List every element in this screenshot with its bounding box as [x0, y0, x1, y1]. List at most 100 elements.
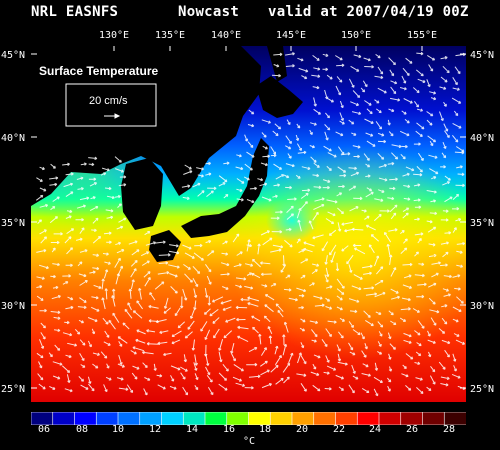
current-vector-arrow	[268, 335, 273, 345]
current-vector-arrow	[373, 376, 383, 383]
current-vector-arrow	[388, 57, 396, 66]
current-vector-arrow	[442, 209, 449, 213]
current-vector-arrow	[274, 355, 282, 366]
current-vector-arrow	[274, 123, 282, 130]
current-vector-arrow	[52, 361, 63, 366]
current-vector-arrow	[194, 385, 199, 391]
current-vector-arrow	[453, 110, 459, 117]
current-vector-arrow	[49, 182, 58, 187]
current-vector-arrow	[399, 130, 410, 137]
current-vector-arrow	[452, 353, 457, 362]
current-vector-arrow	[361, 373, 371, 377]
current-vector-arrow	[273, 163, 283, 170]
current-vector-arrow	[191, 339, 196, 351]
nowcast-label: Nowcast	[178, 4, 240, 20]
current-vector-arrow	[270, 153, 277, 158]
current-vector-arrow	[442, 65, 450, 74]
current-vector-arrow	[261, 132, 267, 138]
current-vector-arrow	[52, 262, 60, 267]
current-vector-arrow	[368, 244, 375, 254]
current-vector-arrow	[455, 183, 465, 188]
current-vector-arrow	[440, 218, 449, 222]
current-vector-arrow	[80, 162, 87, 166]
current-vector-arrow	[275, 210, 283, 214]
current-vector-arrow	[127, 302, 132, 311]
current-vector-arrow	[40, 322, 46, 329]
current-vector-arrow	[78, 319, 85, 324]
current-vector-arrow	[456, 165, 463, 169]
current-vector-arrow	[50, 163, 56, 169]
current-vector-arrow	[193, 362, 198, 371]
current-vector-arrow	[336, 63, 345, 68]
current-vector-arrow	[353, 196, 363, 201]
current-vector-arrow	[452, 87, 460, 91]
current-vector-arrow	[303, 241, 315, 247]
current-vector-arrow	[440, 241, 449, 245]
current-vector-arrow	[260, 162, 268, 167]
current-vector-arrow	[325, 328, 332, 338]
current-vector-arrow	[37, 219, 42, 224]
current-vector-arrow	[451, 97, 462, 104]
lon-label: 145°E	[275, 30, 307, 41]
current-vector-arrow	[146, 342, 159, 346]
current-vector-arrow	[142, 362, 148, 368]
current-vector-arrow	[106, 240, 112, 244]
current-vector-arrow	[313, 97, 317, 107]
current-vector-arrow	[64, 388, 73, 393]
current-vector-arrow	[313, 203, 325, 211]
lon-label: 155°E	[406, 30, 438, 41]
current-vector-arrow	[376, 266, 384, 275]
current-vector-arrow	[223, 194, 229, 199]
current-vector-arrow	[157, 271, 170, 275]
current-vector-arrow	[415, 377, 423, 381]
current-vector-arrow	[190, 309, 195, 319]
current-vector-arrow	[223, 330, 233, 339]
current-vector-arrow	[270, 248, 282, 253]
current-vector-arrow	[374, 291, 386, 298]
current-vector-arrow	[220, 262, 230, 267]
current-vector-arrow	[364, 343, 368, 350]
current-vector-arrow	[335, 55, 343, 61]
current-vector-arrow	[452, 122, 462, 129]
current-vector-arrow	[388, 228, 398, 232]
sakhalin-kurils	[267, 46, 287, 82]
current-vector-arrow	[431, 272, 439, 278]
current-vector-arrow	[275, 174, 285, 180]
current-vector-arrow	[454, 287, 461, 291]
current-vector-arrow	[390, 267, 397, 277]
current-vector-arrow	[402, 207, 410, 213]
current-vector-arrow	[236, 317, 246, 322]
current-vector-arrow	[418, 262, 425, 266]
current-vector-arrow	[261, 196, 272, 202]
current-vector-arrow	[39, 187, 47, 192]
current-vector-arrow	[416, 108, 424, 112]
current-vector-arrow	[431, 176, 437, 180]
current-vector-arrow	[252, 326, 259, 334]
current-vector-arrow	[50, 310, 61, 315]
current-vector-arrow	[143, 388, 148, 396]
current-vector-arrow	[313, 162, 320, 168]
current-vector-arrow	[102, 252, 109, 256]
current-vector-arrow	[325, 112, 330, 119]
current-vector-arrow	[313, 108, 321, 115]
current-vector-arrow	[452, 274, 461, 278]
current-vector-arrow	[158, 261, 169, 265]
current-vector-arrow	[39, 166, 45, 171]
current-vector-arrow	[259, 182, 268, 187]
lon-label: 150°E	[340, 30, 372, 41]
korean-peninsula	[121, 158, 163, 230]
valid-time: valid at 2007/04/19 00Z	[268, 4, 469, 20]
current-vector-arrow	[205, 161, 211, 166]
current-vector-arrow	[405, 57, 413, 64]
current-vector-arrow	[244, 263, 254, 267]
current-vector-arrow	[335, 262, 340, 272]
current-vector-arrow	[205, 172, 212, 176]
current-vector-arrow	[330, 251, 336, 263]
current-vector-arrow	[205, 366, 211, 376]
current-vector-arrow	[456, 296, 464, 304]
current-vector-arrow	[452, 193, 460, 200]
lat-label-right: 40°N	[470, 133, 495, 144]
current-vector-arrow	[194, 354, 198, 366]
current-vector-arrow	[76, 204, 86, 209]
current-vector-arrow	[194, 373, 199, 381]
